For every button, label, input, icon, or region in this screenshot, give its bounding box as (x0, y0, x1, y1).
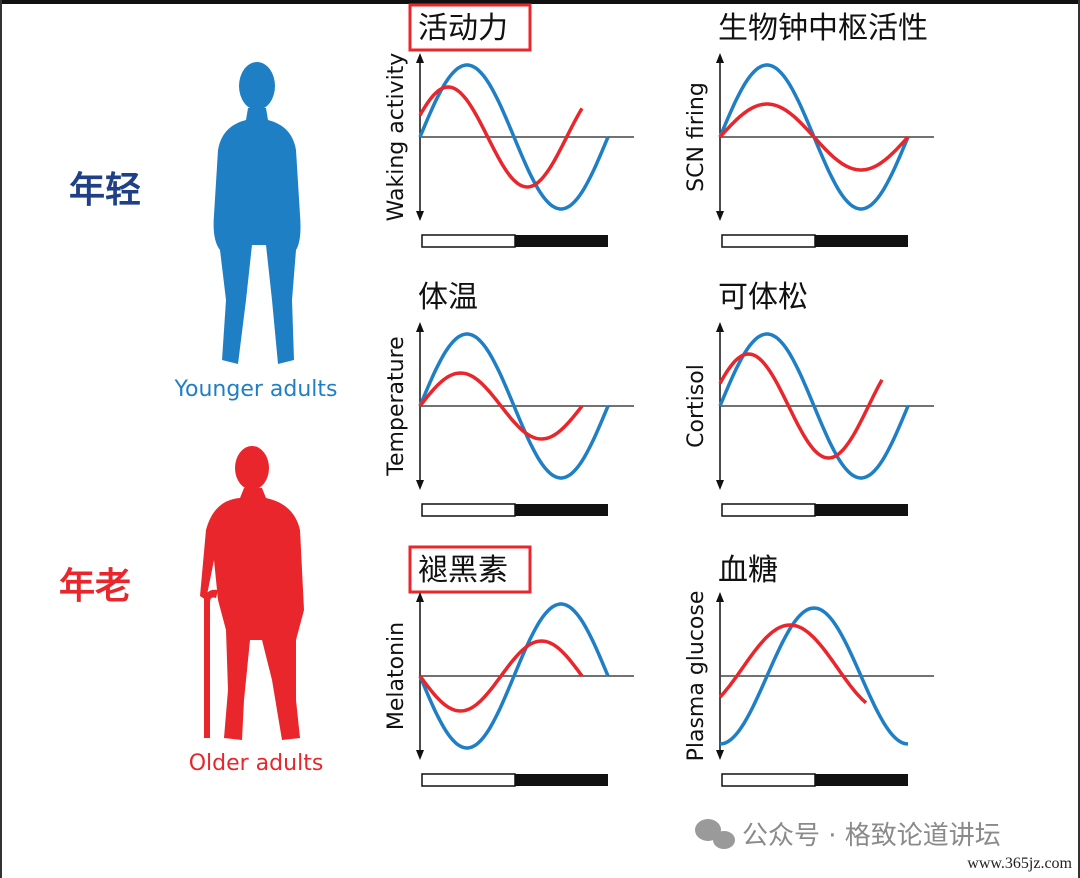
arrow-head (416, 480, 424, 490)
old-figure (200, 446, 304, 740)
watermark: 公众号 · 格致论道讲坛 (742, 821, 1001, 851)
highlight-box (408, 3, 532, 52)
panel-title: 生物钟中枢活性 (718, 11, 928, 46)
panel-title: 褪黑素 (418, 553, 508, 588)
left-border (0, 0, 2, 878)
arrow-head (716, 750, 724, 760)
night-bar (515, 235, 608, 247)
panels: 活动力 Waking activity 生物钟中枢活性 SCN firing 体温 Tem… (384, 3, 934, 787)
arrow-head (416, 750, 424, 760)
panel-title: 活动力 (418, 11, 508, 46)
panel: 生物钟中枢活性 SCN firing (684, 11, 934, 248)
old-curve (718, 623, 868, 705)
panel: 褪黑素 Melatonin (384, 545, 634, 787)
arrow-head (716, 480, 724, 490)
panel: 活动力 Waking activity (384, 3, 634, 248)
panel: 体温 Temperature (384, 280, 634, 517)
axis-label: Melatonin (384, 622, 409, 730)
arrow-head (416, 53, 424, 63)
day-bar (721, 234, 816, 248)
arrow-head (416, 322, 424, 332)
highlight-box (408, 545, 532, 594)
arrow-head (416, 592, 424, 602)
day-bar (721, 503, 816, 517)
old-curve (418, 639, 584, 713)
panel: 可体松 Cortisol (684, 280, 934, 517)
figure-caption: Older adults (189, 751, 324, 776)
panel-title: 血糖 (718, 553, 778, 588)
night-bar (815, 504, 908, 516)
day-bar (421, 234, 516, 248)
night-bar (515, 774, 608, 786)
axis-label: Temperature (384, 336, 409, 476)
axis-label: Plasma glucose (684, 591, 709, 762)
arrow-head (716, 592, 724, 602)
young-figure (213, 62, 301, 364)
panel: 血糖 Plasma glucose (684, 553, 934, 787)
night-bar (815, 774, 908, 786)
young-curve (418, 63, 610, 211)
arrow-head (716, 53, 724, 63)
right-border (1078, 0, 1080, 878)
group-label: 年轻 (69, 170, 141, 211)
young-curve (418, 602, 610, 750)
young-curve (719, 606, 909, 746)
arrow-head (716, 322, 724, 332)
young-curve (418, 332, 610, 480)
old-curve (718, 352, 884, 460)
night-bar (515, 504, 608, 516)
axis-label: Waking activity (384, 53, 409, 222)
arrow-head (716, 211, 724, 221)
axis-label: Cortisol (684, 364, 709, 448)
old-curve (418, 371, 584, 441)
day-bar (721, 773, 816, 787)
old-curve (418, 85, 584, 189)
day-bar (421, 773, 516, 787)
panel-title: 体温 (418, 280, 478, 315)
watermark-url: www.365jz.com (967, 855, 1072, 872)
young-curve (718, 332, 910, 480)
panel-title: 可体松 (718, 280, 808, 315)
axis-label: SCN firing (684, 82, 709, 192)
group-label: 年老 (59, 566, 131, 607)
night-bar (815, 235, 908, 247)
arrow-head (416, 211, 424, 221)
top-border (0, 0, 1080, 4)
old-curve (718, 102, 910, 172)
day-bar (421, 503, 516, 517)
wechat-icon (695, 819, 735, 849)
figure-caption: Younger adults (174, 377, 338, 402)
